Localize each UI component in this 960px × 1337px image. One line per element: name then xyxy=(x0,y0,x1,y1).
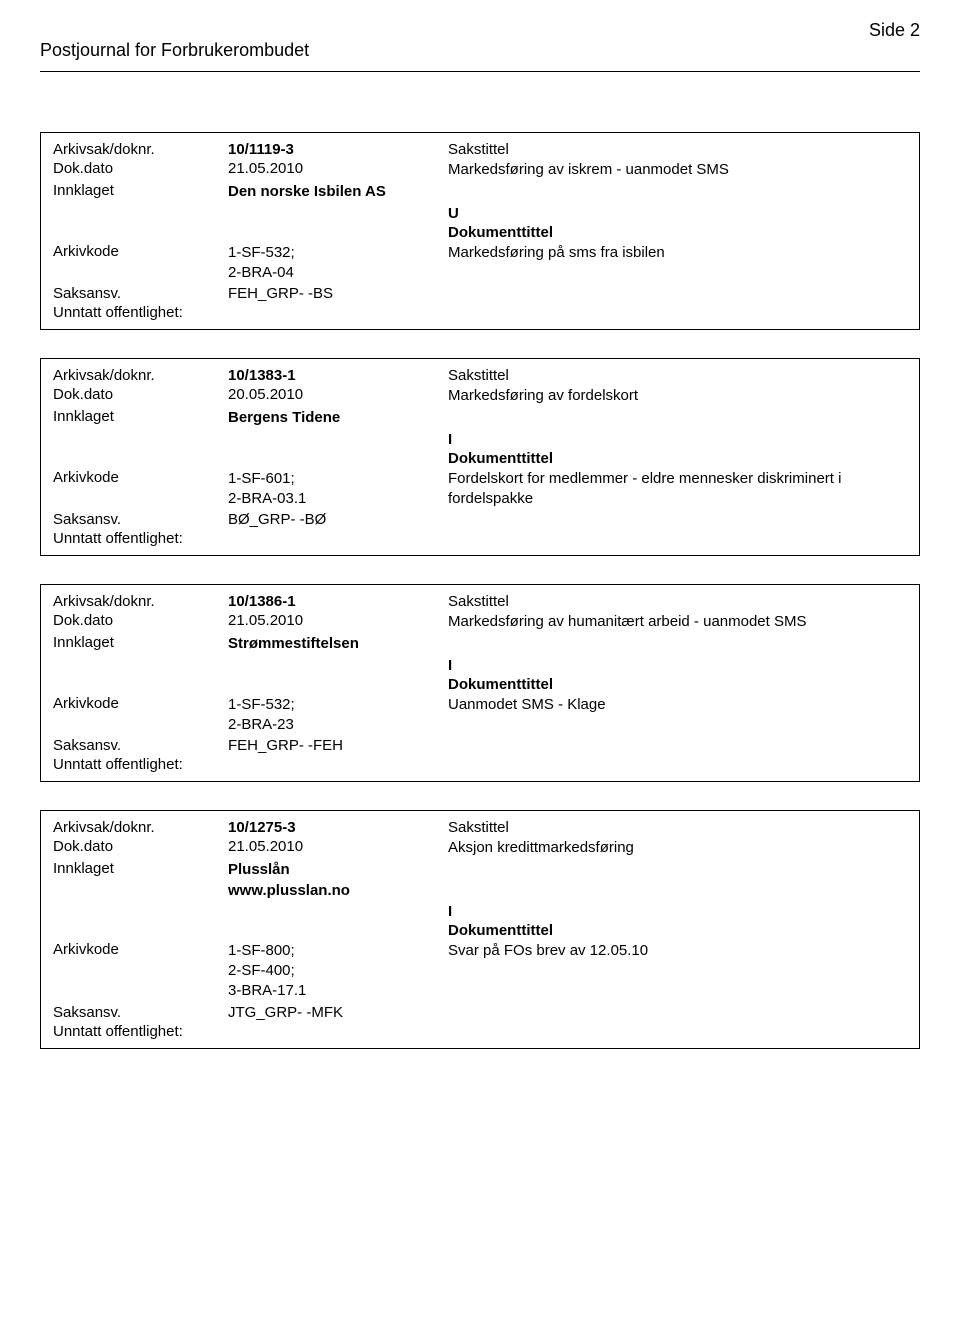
label-innklaget: Innklaget xyxy=(53,182,228,199)
entry-row-saksansv: Saksansv. JTG_GRP- -MFK xyxy=(53,1004,907,1021)
label-innklaget: Innklaget xyxy=(53,634,228,651)
entry-row-arkivkode: Arkivkode 1-SF-601;2-BRA-03.1 Fordelskor… xyxy=(53,469,907,510)
value-dokumenttittel: Fordelskort for medlemmer - eldre mennes… xyxy=(448,469,907,510)
label-arkivsak: Arkivsak/doknr. xyxy=(53,819,228,836)
entry-row-dokdato: Dok.dato 21.05.2010 Aksjon kredittmarked… xyxy=(53,838,907,858)
value-arkivsak: 10/1275-3 xyxy=(228,819,448,836)
label-arkivkode: Arkivkode xyxy=(53,243,228,260)
label-arkivsak: Arkivsak/doknr. xyxy=(53,593,228,610)
label-dokdato: Dok.dato xyxy=(53,160,228,177)
journal-entry: Arkivsak/doknr. 10/1119-3 Sakstittel Dok… xyxy=(40,132,920,330)
entry-row-arkivsak: Arkivsak/doknr. 10/1275-3 Sakstittel xyxy=(53,819,907,836)
entry-row-saksansv: Saksansv. BØ_GRP- -BØ xyxy=(53,511,907,528)
entry-row-arkivsak: Arkivsak/doknr. 10/1386-1 Sakstittel xyxy=(53,593,907,610)
entry-row-unntatt: Unntatt offentlighet: xyxy=(53,530,907,547)
label-sakstittel: Sakstittel xyxy=(448,141,907,158)
label-arkivsak: Arkivsak/doknr. xyxy=(53,141,228,158)
entry-row-innklaget: Innklaget Bergens Tidene xyxy=(53,408,907,428)
entry-row-dokdato: Dok.dato 20.05.2010 Markedsføring av for… xyxy=(53,386,907,406)
value-arkivsak: 10/1119-3 xyxy=(228,141,448,158)
label-innklaget: Innklaget xyxy=(53,860,228,877)
label-sakstittel: Sakstittel xyxy=(448,367,907,384)
value-dokdato: 21.05.2010 xyxy=(228,838,448,855)
value-dokumenttittel: Markedsføring på sms fra isbilen xyxy=(448,243,907,263)
value-doktype: I xyxy=(448,431,907,448)
entry-row-arkivkode: Arkivkode 1-SF-800;2-SF-400;3-BRA-17.1 S… xyxy=(53,941,907,1002)
value-doktype: I xyxy=(448,657,907,674)
entry-row-saksansv: Saksansv. FEH_GRP- -FEH xyxy=(53,737,907,754)
journal-entry: Arkivsak/doknr. 10/1383-1 Sakstittel Dok… xyxy=(40,358,920,556)
journal-title: Postjournal for Forbrukerombudet xyxy=(40,20,309,61)
value-innklaget: Bergens Tidene xyxy=(228,408,448,428)
value-arkivsak: 10/1386-1 xyxy=(228,593,448,610)
label-unntatt: Unntatt offentlighet: xyxy=(53,1023,183,1040)
label-saksansv: Saksansv. xyxy=(53,511,228,528)
value-arkivkode: 1-SF-532;2-BRA-04 xyxy=(228,243,448,284)
value-innklaget: Plusslånwww.plusslan.no xyxy=(228,860,448,901)
label-arkivsak: Arkivsak/doknr. xyxy=(53,367,228,384)
label-saksansv: Saksansv. xyxy=(53,737,228,754)
value-sakstittel: Aksjon kredittmarkedsføring xyxy=(448,838,907,858)
entry-row-saksansv: Saksansv. FEH_GRP- -BS xyxy=(53,285,907,302)
value-innklaget: Den norske Isbilen AS xyxy=(228,182,448,202)
label-dokdato: Dok.dato xyxy=(53,612,228,629)
entry-row-arkivkode: Arkivkode 1-SF-532;2-BRA-04 Markedsførin… xyxy=(53,243,907,284)
value-doktype: U xyxy=(448,205,907,222)
label-saksansv: Saksansv. xyxy=(53,1004,228,1021)
label-unntatt: Unntatt offentlighet: xyxy=(53,530,183,547)
entry-row-arkivsak: Arkivsak/doknr. 10/1383-1 Sakstittel xyxy=(53,367,907,384)
entry-row-arkivsak: Arkivsak/doknr. 10/1119-3 Sakstittel xyxy=(53,141,907,158)
value-dokdato: 21.05.2010 xyxy=(228,160,448,177)
value-sakstittel: Markedsføring av humanitært arbeid - uan… xyxy=(448,612,907,632)
label-unntatt: Unntatt offentlighet: xyxy=(53,304,183,321)
value-arkivkode: 1-SF-601;2-BRA-03.1 xyxy=(228,469,448,510)
label-arkivkode: Arkivkode xyxy=(53,941,228,958)
entry-row-unntatt: Unntatt offentlighet: xyxy=(53,756,907,773)
entry-row-innklaget: Innklaget Plusslånwww.plusslan.no xyxy=(53,860,907,901)
label-arkivkode: Arkivkode xyxy=(53,695,228,712)
entries-list: Arkivsak/doknr. 10/1119-3 Sakstittel Dok… xyxy=(40,132,920,1049)
label-dokumenttittel: Dokumenttittel xyxy=(448,676,907,693)
value-saksansv: JTG_GRP- -MFK xyxy=(228,1004,448,1021)
label-sakstittel: Sakstittel xyxy=(448,593,907,610)
entry-row-innklaget: Innklaget Den norske Isbilen AS xyxy=(53,182,907,202)
value-saksansv: BØ_GRP- -BØ xyxy=(228,511,448,528)
value-arkivsak: 10/1383-1 xyxy=(228,367,448,384)
value-doktype: I xyxy=(448,903,907,920)
entry-row-dokdato: Dok.dato 21.05.2010 Markedsføring av isk… xyxy=(53,160,907,180)
header-divider xyxy=(40,71,920,72)
value-sakstittel: Markedsføring av fordelskort xyxy=(448,386,907,406)
entry-row-arkivkode: Arkivkode 1-SF-532;2-BRA-23 Uanmodet SMS… xyxy=(53,695,907,736)
label-saksansv: Saksansv. xyxy=(53,285,228,302)
value-dokumenttittel: Svar på FOs brev av 12.05.10 xyxy=(448,941,907,961)
value-saksansv: FEH_GRP- -BS xyxy=(228,285,448,302)
value-dokdato: 21.05.2010 xyxy=(228,612,448,629)
label-sakstittel: Sakstittel xyxy=(448,819,907,836)
entry-row-unntatt: Unntatt offentlighet: xyxy=(53,304,907,321)
value-saksansv: FEH_GRP- -FEH xyxy=(228,737,448,754)
label-dokumenttittel: Dokumenttittel xyxy=(448,922,907,939)
journal-entry: Arkivsak/doknr. 10/1275-3 Sakstittel Dok… xyxy=(40,810,920,1049)
journal-entry: Arkivsak/doknr. 10/1386-1 Sakstittel Dok… xyxy=(40,584,920,782)
entry-row-innklaget: Innklaget Strømmestiftelsen xyxy=(53,634,907,654)
label-dokumenttittel: Dokumenttittel xyxy=(448,224,907,241)
value-dokdato: 20.05.2010 xyxy=(228,386,448,403)
label-innklaget: Innklaget xyxy=(53,408,228,425)
value-innklaget: Strømmestiftelsen xyxy=(228,634,448,654)
label-dokdato: Dok.dato xyxy=(53,386,228,403)
label-dokumenttittel: Dokumenttittel xyxy=(448,450,907,467)
value-arkivkode: 1-SF-800;2-SF-400;3-BRA-17.1 xyxy=(228,941,448,1002)
value-arkivkode: 1-SF-532;2-BRA-23 xyxy=(228,695,448,736)
entry-row-dokdato: Dok.dato 21.05.2010 Markedsføring av hum… xyxy=(53,612,907,632)
page-number: Side 2 xyxy=(869,20,920,41)
label-unntatt: Unntatt offentlighet: xyxy=(53,756,183,773)
value-sakstittel: Markedsføring av iskrem - uanmodet SMS xyxy=(448,160,907,180)
entry-row-unntatt: Unntatt offentlighet: xyxy=(53,1023,907,1040)
value-dokumenttittel: Uanmodet SMS - Klage xyxy=(448,695,907,715)
page-header: Postjournal for Forbrukerombudet Side 2 xyxy=(40,20,920,61)
label-dokdato: Dok.dato xyxy=(53,838,228,855)
label-arkivkode: Arkivkode xyxy=(53,469,228,486)
